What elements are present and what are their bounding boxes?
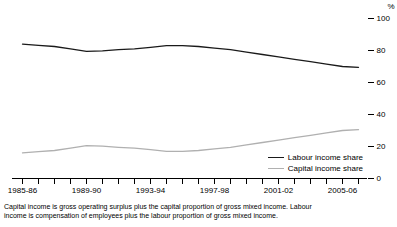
svg-text:0: 0: [377, 174, 382, 183]
svg-text:1993-94: 1993-94: [136, 186, 166, 195]
svg-text:2001-02: 2001-02: [264, 186, 294, 195]
svg-text:1997-98: 1997-98: [200, 186, 230, 195]
svg-text:100: 100: [377, 14, 391, 23]
html-text:income is compensation of empl: income is compensation of employees plus…: [4, 212, 278, 219]
html-text:Capital income is gross operat: Capital income is gross operating surplu…: [4, 203, 312, 210]
svg-text:2005-06: 2005-06: [328, 186, 358, 195]
svg-text:1989-90: 1989-90: [72, 186, 102, 195]
html-text:Capital income share: Capital income share: [287, 164, 363, 173]
svg-text:1985-86: 1985-86: [8, 186, 38, 195]
svg-text:%: %: [387, 2, 394, 11]
svg-text:40: 40: [377, 110, 386, 119]
html-text:Labour income share: Labour income share: [287, 153, 363, 162]
svg-text:80: 80: [377, 46, 386, 55]
svg-text:60: 60: [377, 78, 386, 87]
svg-text:20: 20: [377, 142, 386, 151]
